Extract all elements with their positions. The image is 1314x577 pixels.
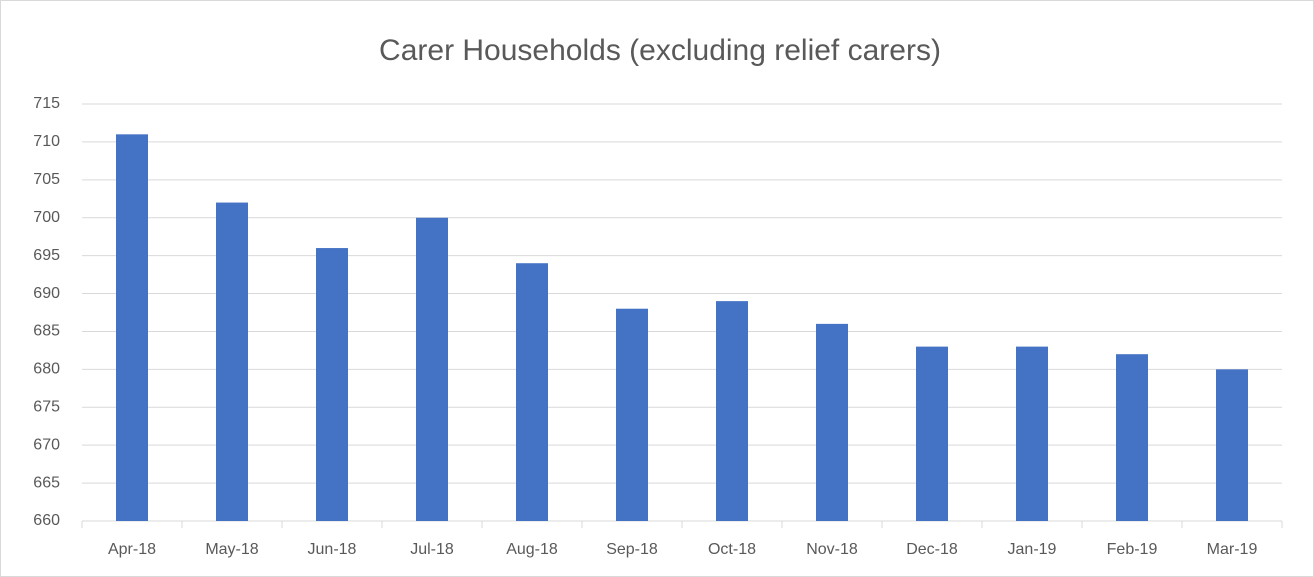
x-tick-label: Dec-18 [906,541,958,558]
x-tick-label: Jun-18 [308,541,357,558]
bar [516,263,548,521]
bar [916,346,948,521]
bar [716,301,748,521]
bar [1016,346,1048,521]
y-tick-label: 695 [33,247,60,264]
y-tick-label: 690 [33,285,60,302]
x-tick-label: May-18 [205,541,258,558]
bar [616,308,648,521]
bar [816,323,848,521]
y-tick-label: 675 [33,398,60,415]
bar [1116,354,1148,521]
bar [116,134,148,521]
x-tick-label: Jan-19 [1008,541,1057,558]
y-tick-label: 665 [33,474,60,491]
x-tick-label: Jul-18 [410,541,454,558]
x-tick-label: Mar-19 [1207,541,1258,558]
y-tick-label: 685 [33,323,60,340]
bar [316,248,348,521]
bar [416,217,448,521]
bar [216,202,248,521]
x-tick-label: Aug-18 [506,541,558,558]
x-tick-label: Apr-18 [108,541,156,558]
bar [1216,369,1248,521]
y-tick-label: 715 [33,95,60,112]
x-tick-label: Sep-18 [606,541,658,558]
y-tick-label: 680 [33,361,60,378]
x-tick-label: Oct-18 [708,541,756,558]
chart-title: Carer Households (excluding relief carer… [379,34,941,67]
y-tick-label: 710 [33,133,60,150]
y-tick-label: 700 [33,209,60,226]
x-tick-label: Feb-19 [1107,541,1158,558]
y-tick-label: 705 [33,171,60,188]
y-tick-label: 660 [33,512,60,529]
x-tick-label: Nov-18 [806,541,858,558]
y-tick-label: 670 [33,436,60,453]
